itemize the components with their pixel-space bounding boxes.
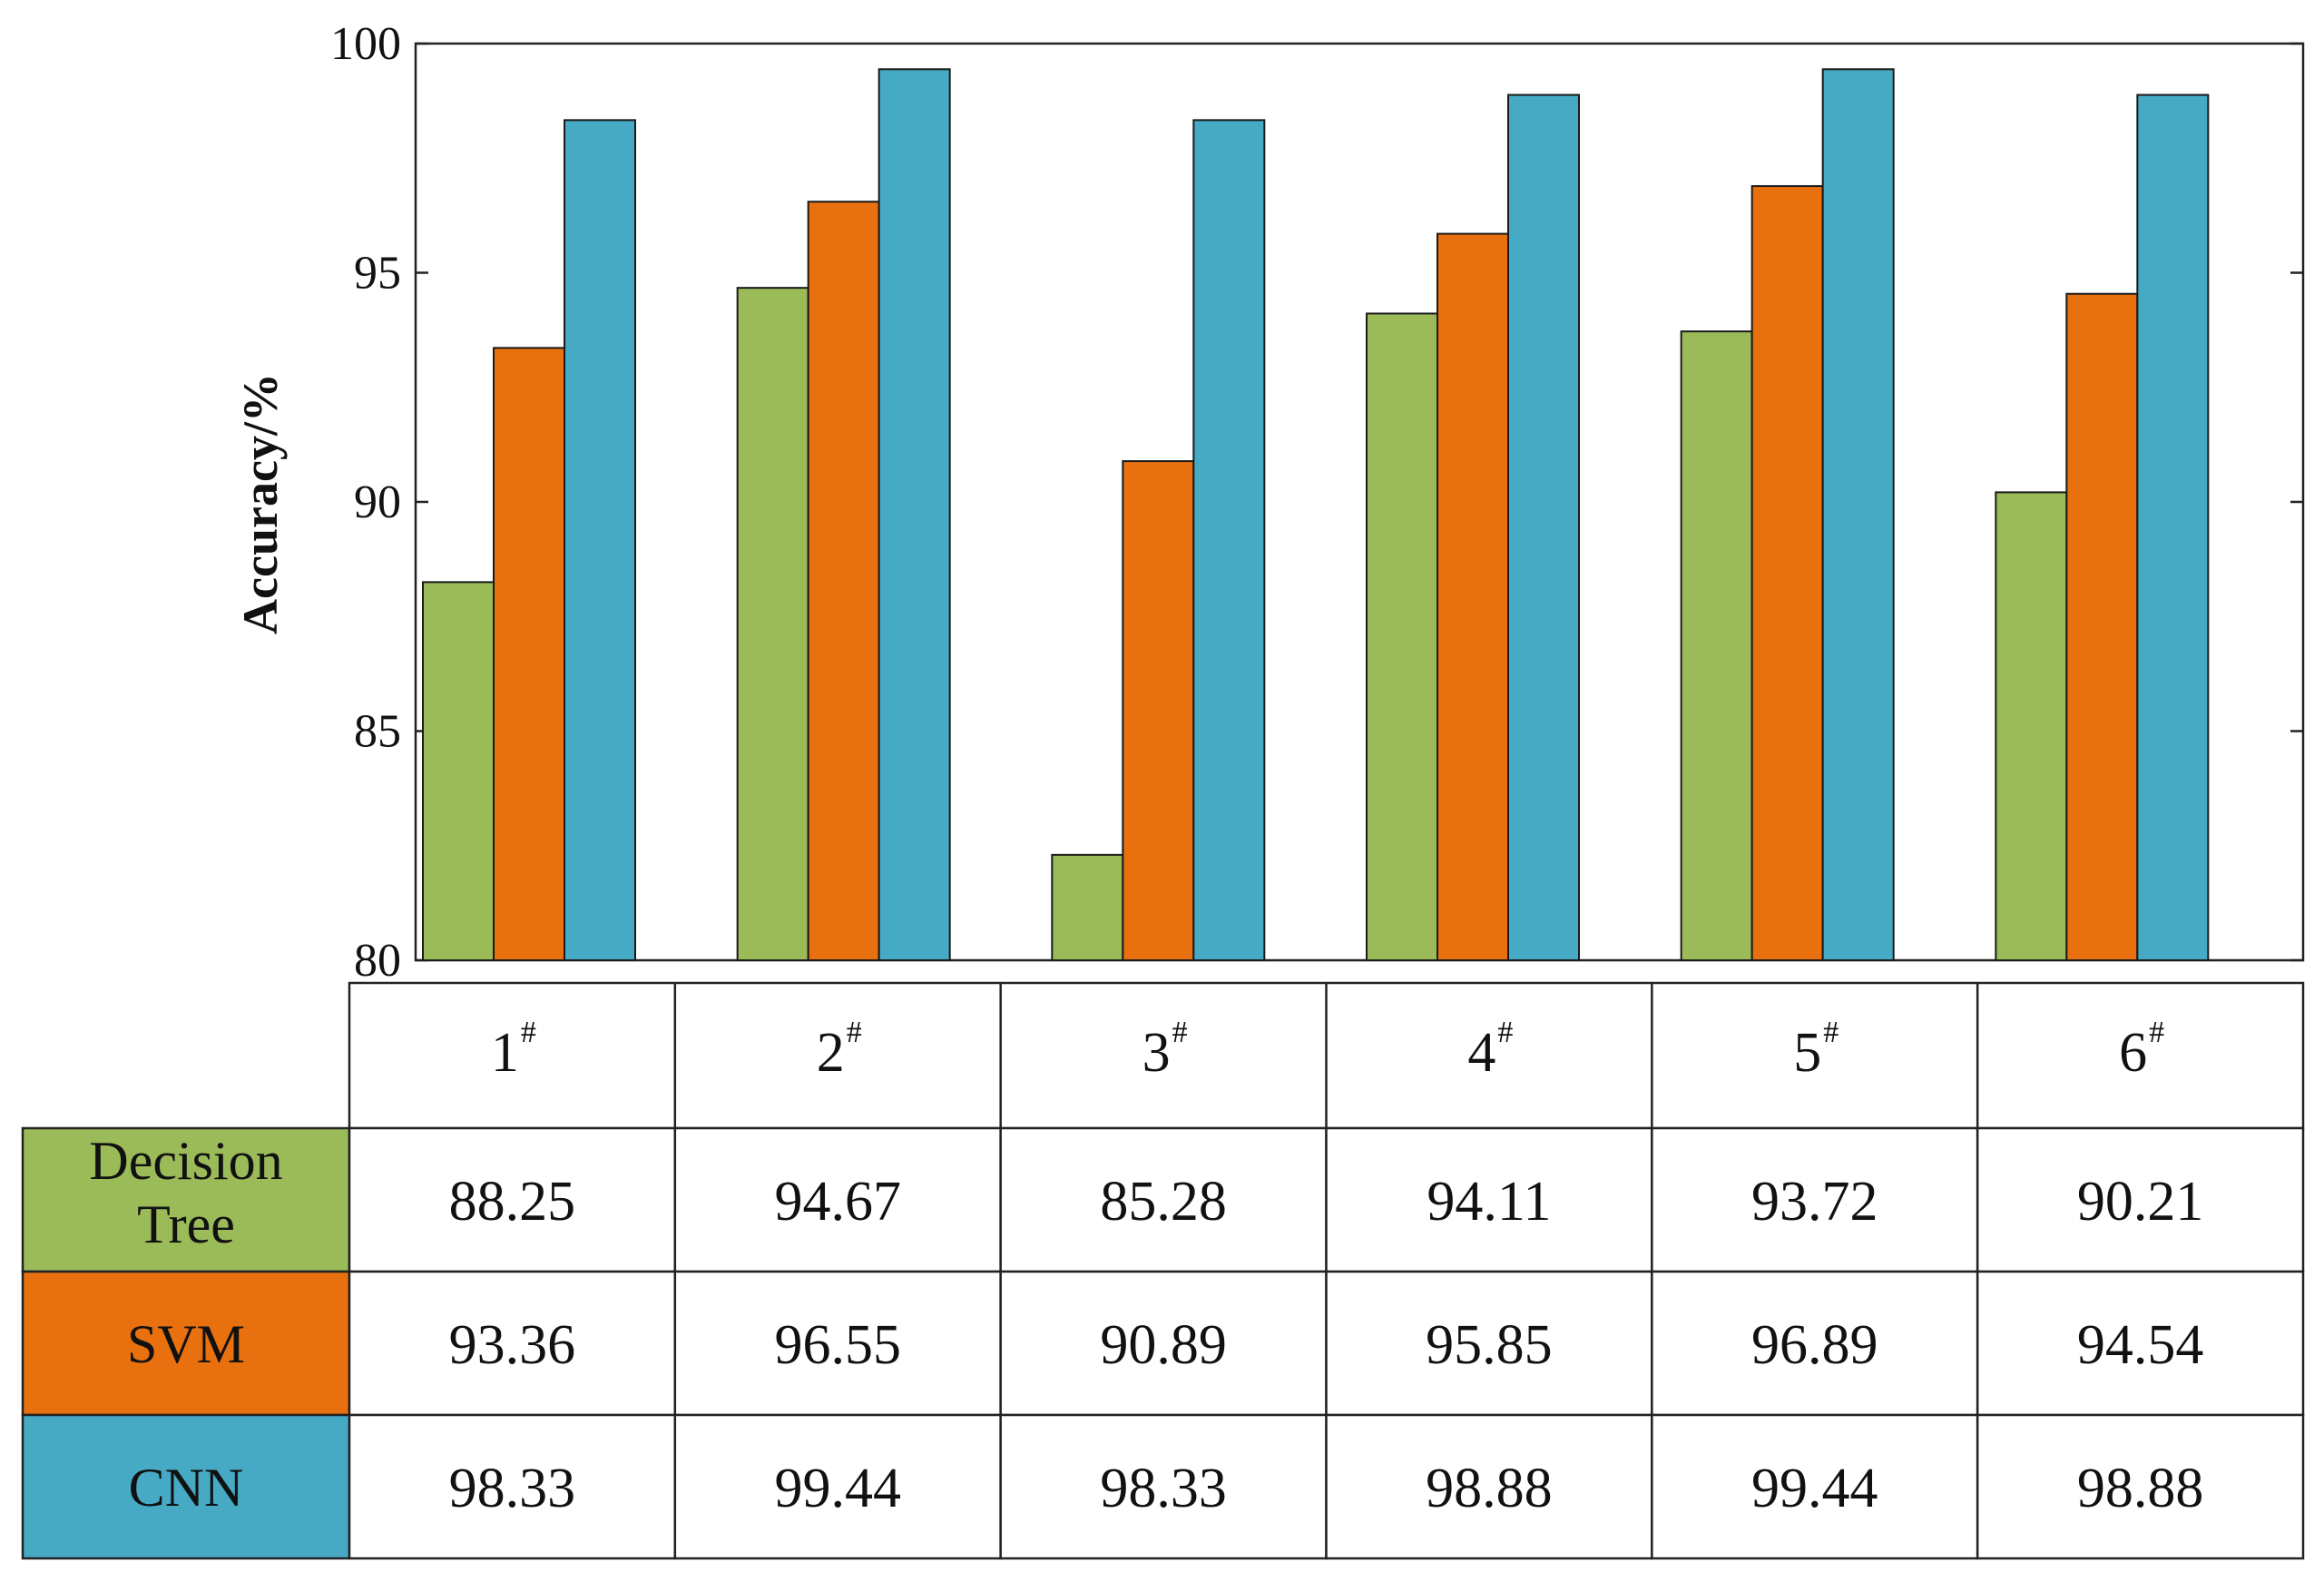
bar	[1437, 232, 1509, 961]
plot-area: 80 85 90 95 100 Accuracy/%	[233, 18, 2305, 987]
category-label: 5	[1793, 1022, 1821, 1084]
legend-label: CNN	[129, 1458, 244, 1518]
table-cell	[999, 1126, 1328, 1273]
table-value: 94.11	[1427, 1171, 1551, 1233]
table-cell	[1651, 1270, 1979, 1417]
table-cell	[673, 1270, 1002, 1417]
y-axis-label: Accuracy/%	[233, 373, 288, 634]
table-cell	[348, 1126, 677, 1273]
table-value: 93.72	[1751, 1171, 1878, 1233]
bar	[1995, 491, 2068, 961]
table-value: 93.36	[449, 1314, 576, 1376]
table-cell	[348, 1270, 677, 1417]
bar	[807, 201, 880, 962]
table-cell	[1976, 1270, 2305, 1417]
y-tick-label: 95	[354, 248, 401, 300]
category-label: 1	[491, 1022, 519, 1084]
category-suffix: #	[1497, 1016, 1513, 1049]
table-cell	[1325, 1126, 1653, 1273]
category-suffix: #	[1172, 1016, 1188, 1049]
table-value: 98.88	[1426, 1458, 1553, 1519]
y-tick-label: 100	[330, 18, 401, 70]
legend-label: Decision	[89, 1131, 282, 1191]
bar	[878, 68, 951, 961]
table-value: 99.44	[1751, 1458, 1878, 1519]
category-suffix: #	[521, 1016, 536, 1049]
table-value: 98.33	[1100, 1458, 1227, 1519]
legend-label: Tree	[137, 1194, 235, 1254]
bar	[493, 347, 565, 961]
table-value: 90.21	[2077, 1171, 2204, 1233]
category-label: 3	[1142, 1022, 1171, 1084]
table-cell	[673, 1126, 1002, 1273]
y-tick-label: 85	[354, 706, 401, 758]
legend-swatch	[21, 1413, 351, 1560]
category-label: 2	[817, 1022, 845, 1084]
table-value: 88.25	[449, 1171, 576, 1233]
table-value: 98.33	[449, 1458, 576, 1519]
table-cell	[999, 1413, 1328, 1560]
table-value: 90.89	[1100, 1314, 1227, 1376]
bar	[2136, 93, 2210, 961]
bar	[1507, 93, 1580, 961]
table-cell	[999, 1270, 1328, 1417]
bar	[2065, 292, 2139, 962]
bar	[1192, 119, 1266, 961]
category-label: 4	[1467, 1022, 1495, 1084]
table-value: 95.85	[1426, 1314, 1553, 1376]
table-cell	[1651, 1126, 1979, 1273]
table-value: 94.67	[775, 1171, 902, 1233]
legend-swatch	[21, 1270, 351, 1417]
table-value: 94.54	[2077, 1314, 2204, 1376]
table-cell	[1976, 1413, 2305, 1560]
table-value: 99.44	[775, 1458, 902, 1519]
bar	[1366, 312, 1438, 961]
table-value: 96.89	[1751, 1314, 1878, 1376]
legend-label: SVM	[127, 1314, 245, 1374]
table-cell	[1325, 1413, 1653, 1560]
table-cell	[1325, 1270, 1653, 1417]
bar	[736, 287, 809, 962]
category-suffix: #	[1823, 1016, 1839, 1049]
category-label: 6	[2119, 1022, 2147, 1084]
table-value: 98.88	[2077, 1458, 2204, 1519]
table-cell	[1976, 1126, 2305, 1273]
plot-frame	[414, 42, 2305, 962]
category-suffix: #	[847, 1016, 862, 1049]
bar	[1051, 853, 1124, 961]
table-value: 96.55	[775, 1314, 902, 1376]
bar	[1821, 68, 1895, 961]
y-tick-label: 80	[354, 935, 401, 987]
table-value: 85.28	[1100, 1171, 1227, 1233]
category-suffix: #	[2149, 1016, 2164, 1049]
bar	[422, 581, 495, 961]
bar	[1122, 460, 1195, 961]
bar	[1680, 330, 1753, 961]
y-tick-label: 90	[354, 477, 401, 528]
bar	[1750, 185, 1824, 961]
bar	[564, 119, 636, 961]
table-cell	[673, 1413, 1002, 1560]
table-cell	[348, 1413, 677, 1560]
